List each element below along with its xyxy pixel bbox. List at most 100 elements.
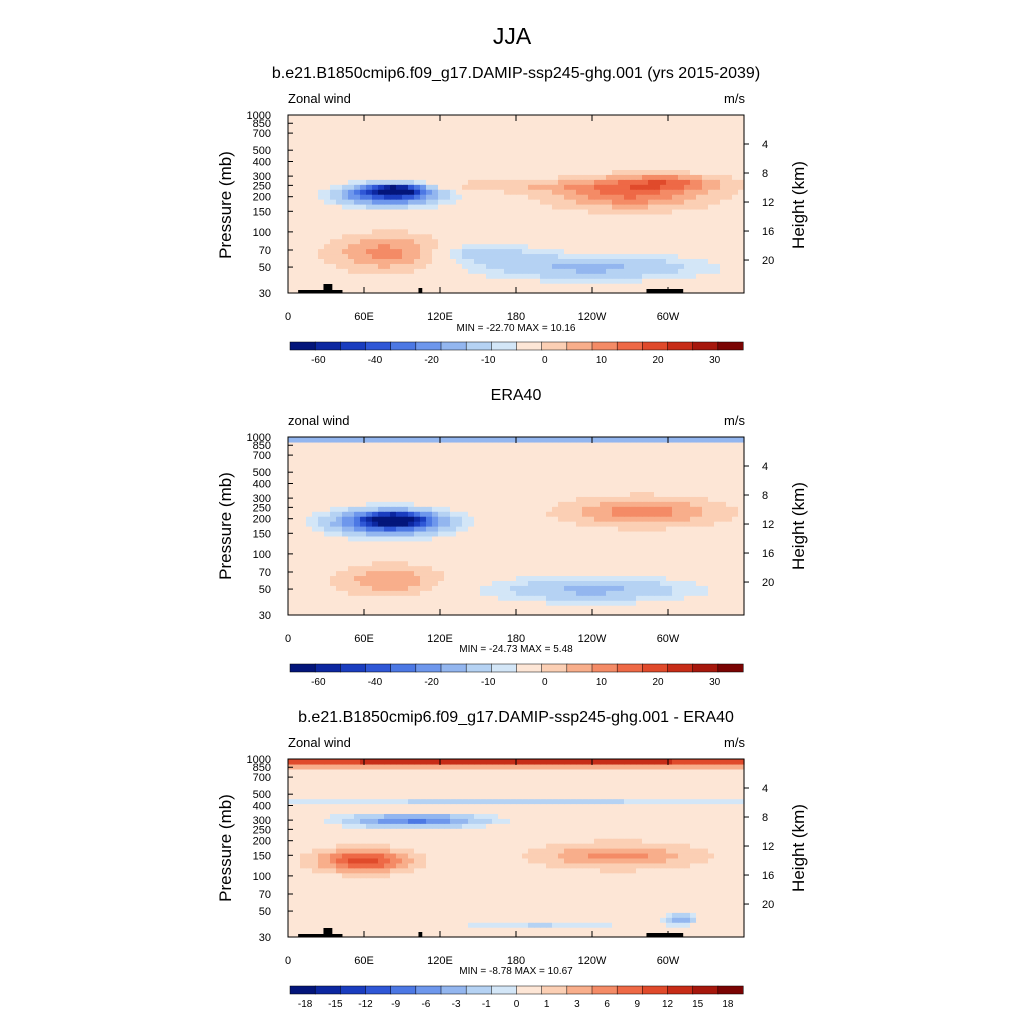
colorbar-box — [591, 985, 618, 995]
stats-label: MIN = -22.70 MAX = 10.16 — [457, 323, 576, 334]
colorbar-label: -10 — [481, 677, 496, 688]
x-tick-label: 120E — [427, 311, 453, 323]
panel-title: b.e21.B1850cmip6.f09_g17.DAMIP-ssp245-gh… — [272, 65, 760, 82]
x-tick-label: 120W — [578, 311, 607, 323]
x-tick-label: 180 — [507, 955, 525, 967]
colorbar-box — [440, 985, 467, 995]
colorbar-label: -3 — [452, 999, 461, 1010]
x-tick-label: 120E — [427, 633, 453, 645]
panel-1: b.e21.B1850cmip6.f09_g17.DAMIP-ssp245-gh… — [216, 65, 808, 366]
colorbar-label: 6 — [604, 999, 610, 1010]
colorbar-label: -15 — [328, 999, 343, 1010]
colorbar-label: -40 — [368, 677, 383, 688]
colorbar-box — [717, 663, 744, 673]
y-tick-label: 150 — [253, 850, 271, 862]
y-tick-label: 50 — [259, 584, 271, 596]
topography — [298, 284, 684, 293]
colorbar-box — [692, 985, 719, 995]
colorbar-box — [340, 341, 367, 351]
colorbar: -60 -40 -20 -10 0 10 20 30 — [289, 341, 744, 366]
height-tick-label: 8 — [762, 168, 768, 180]
colorbar-box — [541, 341, 568, 351]
y-tick-label: 400 — [253, 157, 271, 169]
colorbar-box — [440, 663, 467, 673]
colorbar-box — [541, 985, 568, 995]
y-tick-label: 300 — [253, 815, 271, 827]
figure-title: JJA — [493, 23, 532, 49]
y-tick-label: 200 — [253, 192, 271, 204]
colorbar-box — [340, 663, 367, 673]
x-tick-label: 120W — [578, 633, 607, 645]
y-tick-label: 150 — [253, 528, 271, 540]
x-tick-label: 120E — [427, 955, 453, 967]
variable-label: Zonal wind — [288, 735, 351, 750]
colorbar-box — [566, 341, 593, 351]
colorbar-label: -6 — [421, 999, 430, 1010]
colorbar-box — [491, 663, 518, 673]
x-tick-label: 60W — [657, 311, 680, 323]
variable-label: Zonal wind — [288, 91, 351, 106]
colorbar-box — [667, 663, 694, 673]
colorbar-box — [642, 663, 669, 673]
x-tick-label: 60W — [657, 633, 680, 645]
height-tick-label: 12 — [762, 197, 774, 209]
y-tick-label: 300 — [253, 171, 271, 183]
y-axis-label: Pressure (mb) — [216, 794, 235, 902]
colorbar-label: 12 — [662, 999, 674, 1010]
colorbar-label: 10 — [596, 677, 608, 688]
y-tick-label: 200 — [253, 836, 271, 848]
colorbar-label: 1 — [544, 999, 550, 1010]
colorbar-box — [642, 341, 669, 351]
colorbar-label: 30 — [709, 677, 721, 688]
y-tick-label: 850 — [253, 762, 271, 774]
colorbar-box — [541, 663, 568, 673]
colorbar-label: 3 — [574, 999, 580, 1010]
colorbar-box — [340, 985, 367, 995]
y-tick-label: 70 — [259, 567, 271, 579]
y-tick-label: 850 — [253, 118, 271, 130]
height-tick-label: 16 — [762, 870, 774, 882]
contour-field — [288, 115, 745, 294]
panel-title: b.e21.B1850cmip6.f09_g17.DAMIP-ssp245-gh… — [298, 709, 734, 726]
colorbar-box — [717, 341, 744, 351]
height-tick-label: 4 — [762, 783, 768, 795]
colorbar-label: 9 — [635, 999, 641, 1010]
colorbar-label: -9 — [391, 999, 400, 1010]
colorbar-box — [616, 341, 643, 351]
colorbar-box — [415, 663, 442, 673]
y-tick-label: 100 — [253, 227, 271, 239]
panel-title: ERA40 — [491, 387, 542, 404]
y-axis-right-label: Height (km) — [789, 161, 808, 249]
colorbar-label: 0 — [542, 355, 548, 366]
colorbar-box — [365, 341, 392, 351]
y-tick-label: 30 — [259, 610, 271, 622]
colorbar-label: 15 — [692, 999, 704, 1010]
colorbar-label: 10 — [596, 355, 608, 366]
height-tick-label: 16 — [762, 226, 774, 238]
y-tick-label: 100 — [253, 549, 271, 561]
topography — [298, 928, 684, 937]
colorbar-box — [465, 663, 492, 673]
colorbar-box — [692, 341, 719, 351]
y-tick-label: 400 — [253, 801, 271, 813]
colorbar-box — [591, 341, 618, 351]
colorbar-box — [365, 985, 392, 995]
y-tick-label: 300 — [253, 493, 271, 505]
colorbar-box — [516, 663, 543, 673]
colorbar-box — [289, 985, 316, 995]
height-tick-label: 8 — [762, 812, 768, 824]
colorbar: -60 -40 -20 -10 0 10 20 30 — [289, 663, 744, 688]
x-tick-label: 0 — [285, 633, 291, 645]
y-tick-label: 50 — [259, 262, 271, 274]
y-axis-label: Pressure (mb) — [216, 472, 235, 580]
contour-field — [288, 759, 745, 938]
y-tick-label: 50 — [259, 906, 271, 918]
colorbar-label: -60 — [311, 355, 326, 366]
colorbar-label: 20 — [652, 677, 664, 688]
x-tick-label: 0 — [285, 311, 291, 323]
contour-field — [288, 437, 745, 616]
y-tick-label: 70 — [259, 889, 271, 901]
height-tick-label: 12 — [762, 519, 774, 531]
x-tick-label: 60W — [657, 955, 680, 967]
